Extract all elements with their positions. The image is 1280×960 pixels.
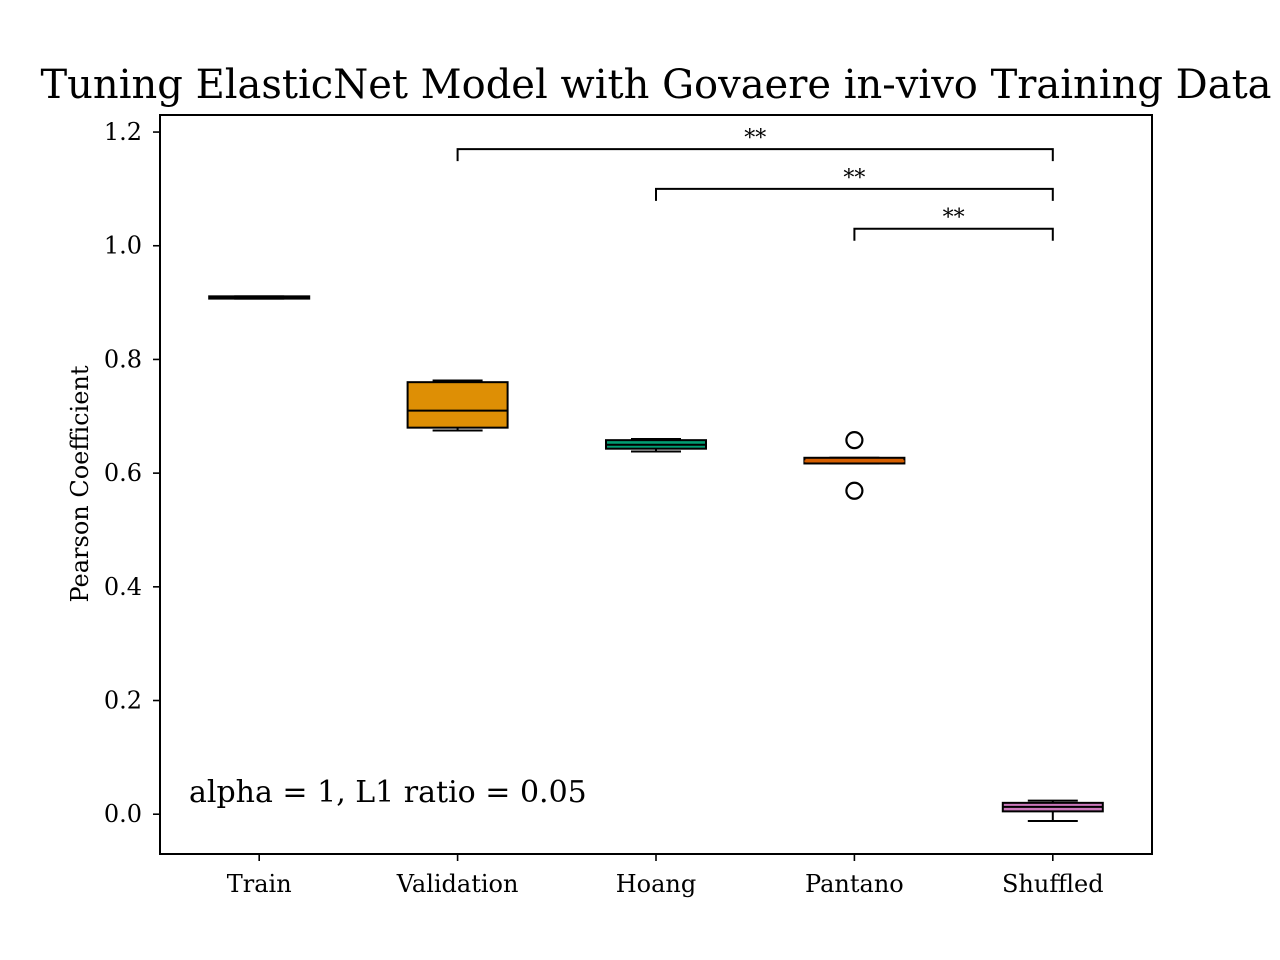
outlier-point <box>845 431 864 450</box>
plot-marks <box>208 295 1104 823</box>
significance-bracket <box>853 227 1054 241</box>
x-tick-label: Shuffled <box>1002 870 1104 898</box>
y-tick-label: 0.0 <box>104 800 142 828</box>
box-pantano <box>803 431 906 500</box>
y-tick-label: 0.8 <box>104 345 142 373</box>
y-axis: 0.0 0.2 0.4 0.6 0.8 1.0 1.2 <box>104 118 160 828</box>
y-tick-label: 0.2 <box>104 687 142 715</box>
box-hoang <box>605 438 707 453</box>
significance-label: ** <box>843 166 865 191</box>
box-shuffled <box>1001 799 1104 823</box>
chart-title: Tuning ElasticNet Model with Govaere in-… <box>40 62 1271 108</box>
y-tick-label: 1.2 <box>104 118 142 146</box>
outlier-point <box>845 481 864 500</box>
box-train <box>208 295 311 300</box>
y-axis-label: Pearson Coefficient <box>66 365 94 602</box>
significance-bracket <box>655 187 1054 201</box>
x-tick-label: Validation <box>396 870 519 898</box>
x-tick-label: Hoang <box>616 870 697 898</box>
significance-bracket <box>456 148 1054 162</box>
box-iqr <box>406 381 509 429</box>
box-validation <box>406 379 509 432</box>
x-tick-label: Train <box>227 870 292 898</box>
y-tick-label: 1.0 <box>104 232 142 260</box>
plot-area-frame <box>159 114 1153 855</box>
parameter-annotation: alpha = 1, L1 ratio = 0.05 <box>189 775 587 810</box>
significance-label: ** <box>943 206 965 231</box>
significance-label: ** <box>744 126 766 151</box>
x-axis: Train Validation Hoang Pantano Shuffled <box>227 854 1104 898</box>
x-tick-label: Pantano <box>805 870 904 898</box>
y-tick-label: 0.4 <box>104 573 142 601</box>
y-tick-label: 0.6 <box>104 459 142 487</box>
significance-brackets: ** ** ** <box>456 126 1054 241</box>
